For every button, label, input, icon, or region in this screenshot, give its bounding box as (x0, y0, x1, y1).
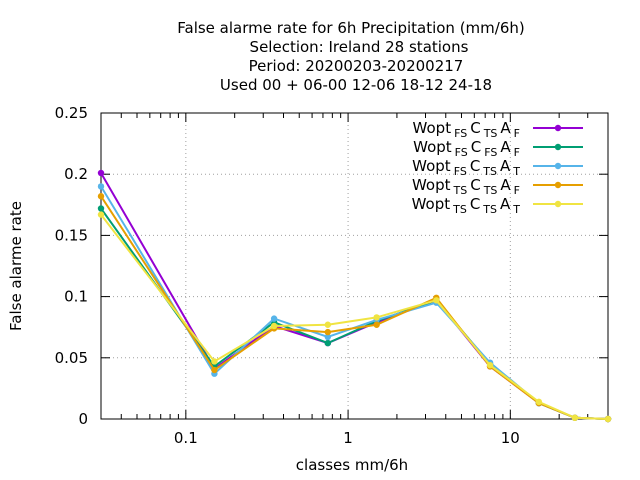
legend-label-subscript: F (514, 127, 520, 140)
data-point (535, 398, 543, 406)
legend-label: Wopt TS C TS A T (412, 195, 521, 216)
title-line-3: Period: 20200203-20200217 (249, 57, 464, 75)
legend-label-main: C (470, 119, 480, 137)
title-line-2: Selection: Ireland 28 stations (250, 38, 469, 56)
legend-label-subscript: TS (453, 184, 468, 197)
legend-label-subscript: F (514, 184, 520, 197)
legend-swatch-marker (554, 124, 562, 132)
legend-label-main: Wopt (413, 138, 452, 156)
data-point (604, 415, 612, 423)
legend-label-subscript: F (514, 146, 520, 159)
data-point (211, 358, 218, 365)
legend-label-main: C (470, 157, 480, 175)
series-5 (97, 211, 612, 423)
data-point (324, 333, 332, 341)
legend-label-main: C (471, 138, 481, 156)
x-tick-label: 0.1 (174, 429, 198, 447)
legend-label-subscript: FS (454, 165, 467, 178)
y-axis-label: False alarme rate (7, 201, 25, 331)
legend-label-subscript: FS (454, 127, 467, 140)
data-point (373, 314, 380, 321)
data-point (571, 414, 579, 421)
legend-label-main: C (470, 195, 480, 213)
legend-label-main: Wopt (412, 157, 451, 175)
data-point (270, 322, 278, 330)
legend-label: Wopt FS C FS A F (413, 138, 520, 159)
legend-label-subscript: TS (452, 203, 467, 216)
x-axis-label: classes mm/6h (296, 456, 408, 474)
legend-label-main: Wopt (413, 119, 452, 137)
legend-label-subscript: TS (483, 127, 498, 140)
legend-swatch-marker (554, 200, 562, 208)
data-point (97, 205, 105, 212)
data-series (97, 169, 612, 423)
data-point (486, 361, 494, 369)
legend-label-main: A (500, 138, 511, 156)
legend-label: Wopt FS C TS A F (413, 119, 520, 140)
data-point (97, 169, 105, 177)
data-point (97, 183, 105, 190)
legend-label-subscript: T (512, 203, 520, 216)
axes: 0 0.05 0.1 0.15 0.2 0.25 0.1 1 10 (55, 104, 609, 447)
legend-entry-3: Wopt FS C TS A T (412, 157, 583, 178)
grid-lines (101, 113, 608, 419)
legend-label-subscript: FS (455, 146, 468, 159)
legend-label: Wopt TS C TS A F (412, 176, 520, 197)
legend-label-subscript: T (512, 165, 520, 178)
y-tick-label: 0.2 (64, 165, 88, 183)
plot-frame (100, 112, 609, 420)
series-4 (97, 193, 612, 423)
series-3 (97, 183, 612, 423)
data-point (373, 321, 380, 328)
legend-swatch-marker (554, 162, 562, 170)
legend-label-subscript: TS (483, 184, 498, 197)
series-line (100, 195, 609, 420)
legend-entry-4: Wopt TS C TS A F (412, 176, 583, 197)
legend-label-subscript: TS (482, 203, 497, 216)
legend-label-main: A (500, 157, 511, 175)
data-point (97, 193, 105, 200)
data-point (324, 328, 332, 336)
data-point (433, 297, 440, 304)
legend-label-main: Wopt (412, 176, 451, 194)
legend-entry-5: Wopt TS C TS A T (412, 195, 583, 216)
legend-label-main: A (500, 195, 511, 213)
y-tick-label: 0.1 (64, 288, 88, 306)
legend-label-main: C (470, 176, 480, 194)
legend-label-subscript: FS (484, 146, 497, 159)
data-point (324, 339, 332, 347)
legend-entry-1: Wopt FS C TS A F (413, 119, 583, 140)
y-tick-label: 0.05 (55, 349, 88, 367)
y-tick-label: 0 (78, 410, 88, 428)
x-tick-label: 1 (343, 429, 353, 447)
y-tick-label: 0.25 (55, 104, 88, 122)
legend-label-main: A (500, 176, 511, 194)
legend-label-main: A (500, 119, 511, 137)
series-line (100, 213, 609, 420)
data-point (270, 315, 278, 322)
data-point (211, 366, 218, 374)
x-tick-label: 10 (501, 429, 520, 447)
legend-swatch-marker (554, 143, 562, 151)
legend-entry-2: Wopt FS C FS A F (413, 138, 583, 159)
title-line-1: False alarme rate for 6h Precipitation (… (177, 19, 525, 37)
series-2 (97, 205, 612, 423)
title-line-4: Used 00 + 06-00 12-06 18-12 24-18 (220, 76, 492, 94)
chart-title: False alarme rate for 6h Precipitation (… (177, 19, 525, 94)
series-1 (97, 169, 612, 423)
y-tick-label: 0.15 (55, 226, 88, 244)
data-point (324, 321, 332, 328)
legend-label: Wopt FS C TS A T (412, 157, 520, 178)
legend-swatch-marker (554, 181, 562, 189)
series-line (100, 172, 609, 420)
legend-label-main: Wopt (412, 195, 451, 213)
data-point (97, 211, 105, 218)
legend-label-subscript: TS (482, 165, 497, 178)
